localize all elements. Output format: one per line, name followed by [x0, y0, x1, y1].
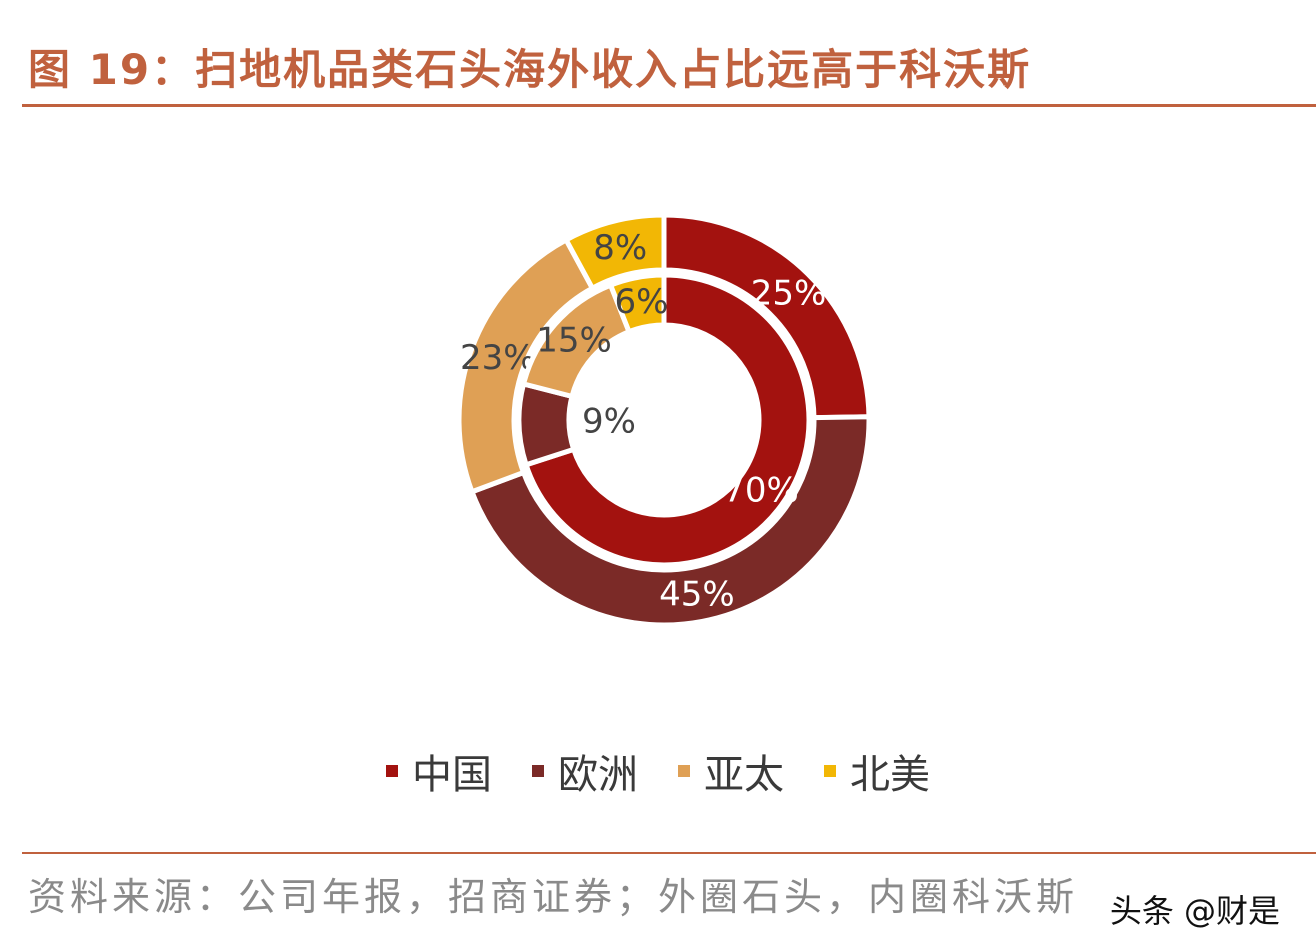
watermark: 头条 @财是: [1109, 892, 1280, 930]
legend-swatch: [824, 765, 836, 777]
outer-ring-slice-1: [468, 414, 872, 628]
inner-ring-slice-3: [607, 272, 667, 335]
legend-label: 亚太: [704, 752, 784, 798]
outer-ring-label-0: 25%: [751, 274, 827, 314]
inner-ring-slice-0: [522, 272, 812, 568]
legend-label: 北美: [850, 752, 930, 798]
legend-item-2: 亚太: [678, 742, 784, 800]
outer-ring-label-1: 45%: [659, 574, 735, 614]
legend-swatch: [386, 765, 398, 777]
figure-title: 图 19：扫地机品类石头海外收入占比远高于科沃斯: [28, 45, 1032, 94]
inner-ring-label-0: 70%: [723, 471, 799, 511]
inner-ring-label-1: 9%: [582, 402, 636, 442]
source-note: 资料来源：公司年报，招商证券；外圈石头，内圈科沃斯: [28, 875, 1079, 919]
legend-label: 欧洲: [558, 752, 638, 798]
legend-item-1: 欧洲: [532, 742, 638, 800]
legend-item-0: 中国: [386, 742, 492, 800]
inner-ring-label-2: 15%: [536, 321, 612, 361]
donut-chart: 25% 45% 23% 8% 70% 9% 15%6%: [459, 212, 872, 628]
outer-ring-label-2: 23%: [460, 338, 536, 378]
footer-divider: [22, 852, 1316, 854]
outer-ring-slice-3: [562, 212, 667, 292]
inner-ring-label-3: 6%: [615, 282, 669, 322]
legend-item-3: 北美: [824, 742, 930, 800]
legend-swatch: [678, 765, 690, 777]
outer-ring-label-3: 8%: [593, 228, 647, 268]
legend-label: 中国: [412, 752, 492, 798]
legend-swatch: [532, 765, 544, 777]
title-divider: [22, 104, 1316, 107]
chart-legend: 中国 欧洲 亚太 北美: [0, 742, 1316, 800]
